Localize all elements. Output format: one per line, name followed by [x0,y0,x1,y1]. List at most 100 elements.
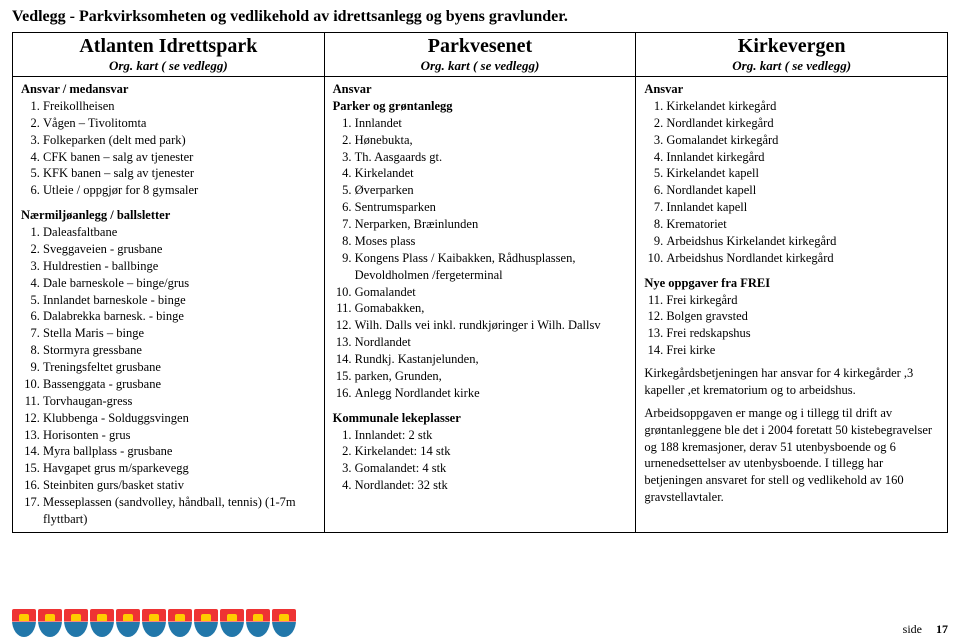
list-item: Nordlandet [355,334,628,351]
list-item: Dalabrekka barnesk. - binge [43,308,316,325]
col3-section1-head: Ansvar [644,81,939,98]
list-item: Freikollheisen [43,98,316,115]
list-item: Utleie / oppgjør for 8 gymsaler [43,182,316,199]
col3-subheader: Org. kart ( se vedlegg) [640,58,943,74]
list-item: Innlandet: 2 stk [355,427,628,444]
list-item: Innlandet [355,115,628,132]
col2-list1: InnlandetHønebukta,Th. Aasgaards gt.Kirk… [333,115,628,402]
list-item: Innlandet barneskole - binge [43,292,316,309]
col2-header: Parkvesenet [329,35,632,58]
shield-icon [64,609,88,637]
col2-body: Ansvar Parker og grøntanlegg InnlandetHø… [324,77,636,533]
list-item: Messeplassen (sandvolley, håndball, tenn… [43,494,316,528]
col3-list1: Kirkelandet kirkegårdNordlandet kirkegår… [644,98,939,267]
list-item: Innlandet kirkegård [666,149,939,166]
col3-body: Ansvar Kirkelandet kirkegårdNordlandet k… [636,77,948,533]
list-item: Huldrestien - ballbinge [43,258,316,275]
list-item: Bassenggata - grusbane [43,376,316,393]
shield-icon [168,609,192,637]
main-table: Atlanten Idrettspark Org. kart ( se vedl… [12,32,948,533]
list-item: Krematoriet [666,216,939,233]
list-item: Horisonten - grus [43,427,316,444]
list-item: Nordlandet: 32 stk [355,477,628,494]
list-item: Daleasfaltbane [43,224,316,241]
shield-row [12,609,296,637]
list-item: Sentrumsparken [355,199,628,216]
list-item: Th. Aasgaards gt. [355,149,628,166]
col1-list2: DaleasfaltbaneSveggaveien - grusbaneHuld… [21,224,316,528]
shield-icon [38,609,62,637]
shield-icon [194,609,218,637]
list-item: KFK banen – salg av tjenester [43,165,316,182]
list-item: Gomabakken, [355,300,628,317]
col1-list1: FreikollheisenVågen – TivolitomtaFolkepa… [21,98,316,199]
col2-header-cell: Parkvesenet Org. kart ( se vedlegg) [324,33,636,77]
col1-section1-head: Ansvar / medansvar [21,81,316,98]
col3-list2: Frei kirkegårdBolgen gravstedFrei redska… [644,292,939,360]
list-item: Gomalandet [355,284,628,301]
shield-icon [12,609,36,637]
shield-icon [220,609,244,637]
list-item: Frei redskapshus [666,325,939,342]
col3-header: Kirkevergen [640,35,943,58]
list-item: Frei kirke [666,342,939,359]
list-item: Moses plass [355,233,628,250]
shield-icon [116,609,140,637]
list-item: Innlandet kapell [666,199,939,216]
page-footer: side 17 [12,609,948,637]
page-number: side 17 [903,622,948,637]
document-title: Vedlegg - Parkvirksomheten og vedlikehol… [12,8,948,26]
list-item: Vågen – Tivolitomta [43,115,316,132]
list-item: Torvhaugan-gress [43,393,316,410]
col3-section2-head: Nye oppgaver fra FREI [644,275,939,292]
col2-subheader: Org. kart ( se vedlegg) [329,58,632,74]
list-item: Myra ballplass - grusbane [43,443,316,460]
list-item: Nordlandet kirkegård [666,115,939,132]
col1-header-cell: Atlanten Idrettspark Org. kart ( se vedl… [13,33,325,77]
list-item: Kirkelandet kapell [666,165,939,182]
list-item: Bolgen gravsted [666,308,939,325]
list-item: Kongens Plass / Kaibakken, Rådhusplassen… [355,250,628,284]
list-item: Sveggaveien - grusbane [43,241,316,258]
col2-section1-head: Ansvar [333,81,628,98]
list-item: Frei kirkegård [666,292,939,309]
shield-icon [246,609,270,637]
col3-header-cell: Kirkevergen Org. kart ( se vedlegg) [636,33,948,77]
shield-icon [142,609,166,637]
col3-para1: Kirkegårdsbetjeningen har ansvar for 4 k… [644,365,939,399]
list-item: Folkeparken (delt med park) [43,132,316,149]
list-item: Anlegg Nordlandet kirke [355,385,628,402]
list-item: Treningsfeltet grusbane [43,359,316,376]
list-item: Stella Maris – binge [43,325,316,342]
list-item: Stormyra gressbane [43,342,316,359]
list-item: CFK banen – salg av tjenester [43,149,316,166]
list-item: Gomalandet: 4 stk [355,460,628,477]
col2-list2: Innlandet: 2 stkKirkelandet: 14 stkGomal… [333,427,628,495]
col1-subheader: Org. kart ( se vedlegg) [17,58,320,74]
list-item: Arbeidshus Nordlandet kirkegård [666,250,939,267]
list-item: Nerparken, Bræinlunden [355,216,628,233]
list-item: Klubbenga - Solduggsvingen [43,410,316,427]
list-item: parken, Grunden, [355,368,628,385]
list-item: Dale barneskole – binge/grus [43,275,316,292]
shield-icon [90,609,114,637]
list-item: Rundkj. Kastanjelunden, [355,351,628,368]
col2-section2-head: Parker og grøntanlegg [333,98,628,115]
list-item: Hønebukta, [355,132,628,149]
col1-header: Atlanten Idrettspark [17,35,320,58]
list-item: Arbeidshus Kirkelandet kirkegård [666,233,939,250]
list-item: Gomalandet kirkegård [666,132,939,149]
col3-para2: Arbeidsoppgaven er mange og i tillegg ti… [644,405,939,506]
list-item: Nordlandet kapell [666,182,939,199]
col1-body: Ansvar / medansvar FreikollheisenVågen –… [13,77,325,533]
list-item: Wilh. Dalls vei inkl. rundkjøringer i Wi… [355,317,628,334]
list-item: Øverparken [355,182,628,199]
col1-section2-head: Nærmiljøanlegg / ballsletter [21,207,316,224]
col2-section3-head: Kommunale lekeplasser [333,410,628,427]
list-item: Kirkelandet [355,165,628,182]
list-item: Havgapet grus m/sparkevegg [43,460,316,477]
list-item: Kirkelandet: 14 stk [355,443,628,460]
shield-icon [272,609,296,637]
page-num-value: 17 [936,622,948,636]
list-item: Steinbiten gurs/basket stativ [43,477,316,494]
